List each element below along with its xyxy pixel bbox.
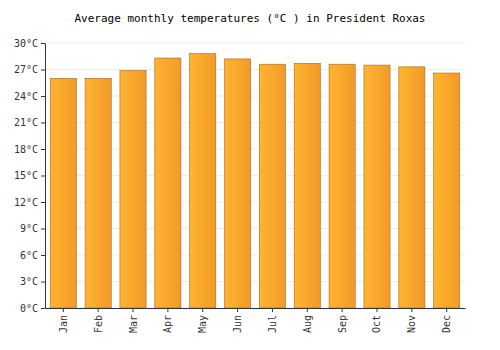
x-tick-mark [342, 308, 343, 312]
x-tick-label: Jul [267, 315, 278, 333]
y-tick: 9°C [20, 223, 45, 234]
y-tick-label: 30°C [14, 38, 38, 49]
y-tick-mark [41, 96, 45, 97]
x-tick-label: Apr [162, 315, 173, 333]
x-tick-label: Jun [232, 315, 243, 333]
y-tick-mark [41, 229, 45, 230]
x-tick-mark [411, 308, 412, 312]
y-tick-mark [41, 43, 45, 44]
bar [364, 65, 390, 308]
x-tick-label: Jan [58, 315, 69, 333]
x-tick: Apr [162, 308, 173, 333]
y-tick-mark [41, 255, 45, 256]
plot: 0°C 3°C 6°C 9°C 12°C 15°C 18°C 21°C 24°C 27°C 30°C… [14, 38, 466, 333]
y-tick: 6°C [20, 250, 45, 261]
y-tick-label: 18°C [14, 144, 38, 155]
x-tick: Mar [128, 308, 139, 333]
x-tick: Dec [441, 308, 452, 333]
y-tick: 30°C [14, 38, 45, 49]
y-tick: 21°C [14, 117, 45, 128]
bar [120, 70, 146, 308]
x-tick: Feb [93, 308, 104, 333]
y-tick-label: 21°C [14, 117, 38, 128]
grid [45, 43, 465, 308]
x-tick: Jul [267, 308, 278, 333]
y-tick-label: 12°C [14, 197, 38, 208]
bar [190, 54, 216, 308]
x-tick-mark [167, 308, 168, 312]
x-tick: Aug [302, 308, 313, 333]
x-tick-label: Oct [371, 315, 382, 333]
title: Average monthly temperatures (°C ) in Pr… [75, 12, 426, 25]
x-tick: Sep [337, 308, 348, 333]
chart: Average monthly temperatures (°C ) in Pr… [0, 0, 500, 350]
y-tick-mark [41, 176, 45, 177]
x-tick: Nov [406, 308, 417, 333]
y-tick: 0°C [20, 303, 45, 314]
y-tick: 27°C [14, 64, 45, 75]
bar [259, 64, 285, 308]
x-tick: May [197, 308, 208, 333]
bar [329, 64, 355, 308]
x-tick-mark [98, 308, 99, 312]
y-tick: 24°C [14, 91, 45, 102]
y-tick: 3°C [20, 276, 45, 287]
y-tick-mark [41, 308, 45, 309]
y-axis: 0°C 3°C 6°C 9°C 12°C 15°C 18°C 21°C 24°C 27°C 30°C [14, 38, 46, 314]
y-tick-label: 15°C [14, 170, 38, 181]
y-tick-mark [41, 70, 45, 71]
y-tick: 15°C [14, 170, 45, 181]
x-tick-mark [272, 308, 273, 312]
y-tick-mark [41, 282, 45, 283]
y-tick: 12°C [14, 197, 45, 208]
bar [434, 73, 460, 308]
x-tick-label: Feb [93, 315, 104, 333]
grid-line [45, 43, 465, 44]
bar [225, 59, 251, 308]
y-tick-label: 9°C [20, 223, 38, 234]
x-tick-mark [133, 308, 134, 312]
x-tick-mark [446, 308, 447, 312]
x-tick-label: May [197, 315, 208, 333]
y-tick-mark [41, 149, 45, 150]
x-tick-label: Aug [302, 315, 313, 333]
bar [155, 58, 181, 308]
x-tick-mark [376, 308, 377, 312]
x-tick-label: Mar [128, 315, 139, 333]
x-tick-mark [307, 308, 308, 312]
x-tick-label: Nov [406, 315, 417, 333]
y-tick-label: 0°C [20, 303, 38, 314]
y-tick-label: 3°C [20, 276, 38, 287]
y-tick-label: 24°C [14, 91, 38, 102]
y-tick-mark [41, 202, 45, 203]
x-tick-mark [237, 308, 238, 312]
y-axis-line [45, 44, 46, 309]
bar [85, 78, 111, 308]
bar [294, 63, 320, 308]
x-tick: Jun [232, 308, 243, 333]
y-tick-label: 6°C [20, 250, 38, 261]
bars [50, 54, 460, 308]
x-tick: Jan [58, 308, 69, 333]
y-tick-label: 27°C [14, 64, 38, 75]
bar [50, 78, 76, 308]
x-tick-label: Sep [337, 315, 348, 333]
x-tick-label: Dec [441, 315, 452, 333]
y-tick: 18°C [14, 144, 45, 155]
x-axis: Jan Feb Mar Apr May Jun Jul Aug Sep Oct Nov Dec [46, 308, 466, 333]
x-tick-mark [202, 308, 203, 312]
x-tick-mark [63, 308, 64, 312]
x-tick: Oct [371, 308, 382, 333]
x-axis-line [46, 308, 466, 309]
bar [399, 67, 425, 308]
y-tick-mark [41, 123, 45, 124]
